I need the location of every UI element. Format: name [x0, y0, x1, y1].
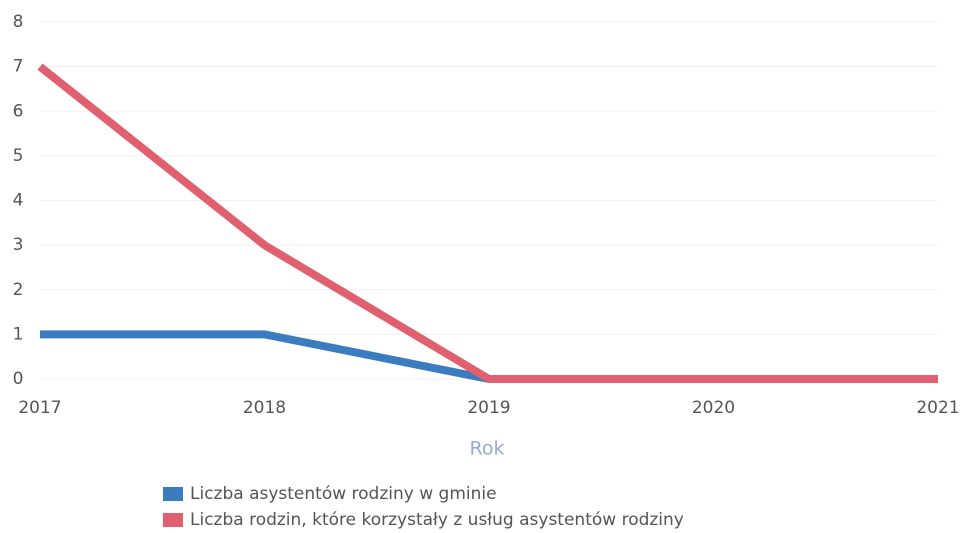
y-tick-label: 5	[13, 146, 24, 166]
x-tick-label: 2018	[243, 398, 286, 418]
y-tick-label: 0	[13, 369, 24, 389]
y-tick-label: 1	[13, 324, 24, 344]
x-axis-label: Rok	[470, 438, 505, 460]
y-tick-label: 6	[13, 101, 24, 121]
x-tick-label: 2020	[692, 398, 735, 418]
legend-label: Liczba rodzin, które korzystały z usług …	[190, 510, 684, 530]
legend-swatch	[163, 513, 183, 527]
series-line	[40, 330, 938, 383]
y-tick-label: 4	[13, 191, 24, 211]
legend-swatch	[163, 487, 183, 501]
y-tick-label: 8	[13, 12, 24, 32]
y-tick-label: 7	[13, 57, 24, 77]
y-tick-label: 3	[13, 235, 24, 255]
x-tick-label: 2017	[18, 398, 61, 418]
legend-label: Liczba asystentów rodziny w gminie	[190, 484, 497, 504]
x-tick-label: 2019	[467, 398, 510, 418]
y-tick-label: 2	[13, 280, 24, 300]
x-tick-label: 2021	[916, 398, 959, 418]
series-line	[37, 63, 938, 383]
